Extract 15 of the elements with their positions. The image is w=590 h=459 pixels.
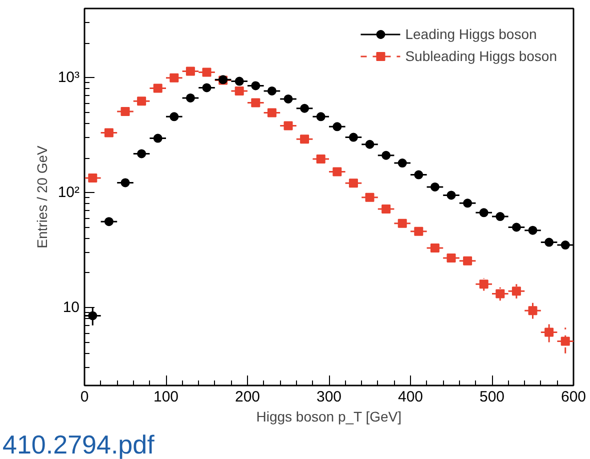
y-tick-label: 10³ [58, 69, 80, 86]
legend-label: Leading Higgs boson [405, 26, 537, 42]
x-tick-label: 0 [80, 388, 89, 406]
text: 410.2794.pdf [2, 430, 156, 459]
y-axis-title: Entries / 20 GeV [34, 144, 50, 248]
y-tick-label: 10 [62, 299, 80, 316]
x-axis-title: Higgs boson p_T [GeV] [256, 408, 402, 424]
x-tick-label: 600 [560, 388, 586, 406]
x-tick-label: 500 [479, 388, 505, 406]
y-tick-label: 10² [58, 184, 80, 202]
x-tick-label: 400 [398, 388, 424, 406]
x-tick-label: 200 [234, 388, 260, 406]
x-tick-label: 100 [153, 388, 179, 406]
x-tick-label: 300 [316, 388, 342, 406]
legend-label: Subleading Higgs boson [405, 48, 557, 64]
